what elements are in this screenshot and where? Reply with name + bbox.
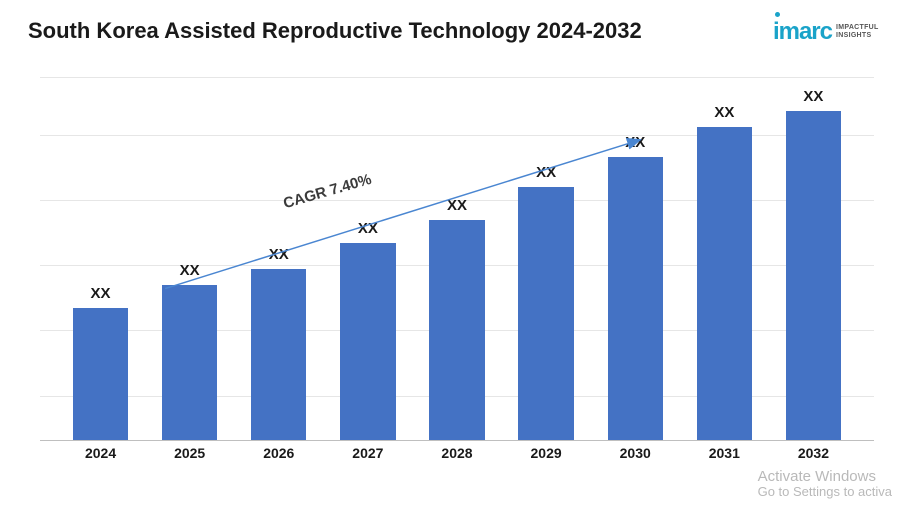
bar	[786, 111, 841, 440]
bar	[697, 127, 752, 440]
bar	[429, 220, 484, 440]
logo-text: imarc	[773, 18, 832, 45]
bar	[162, 285, 217, 440]
logo-tagline: IMPACTFUL INSIGHTS	[836, 24, 880, 40]
bar-col: XX	[680, 78, 769, 440]
x-tick-label: 2025	[145, 441, 234, 465]
bar	[340, 243, 395, 440]
bar-chart: XXXXXXXXXXXXXXXXXX CAGR 7.40% 2024202520…	[40, 78, 874, 465]
os-watermark: Activate Windows Go to Settings to activ…	[758, 469, 892, 499]
x-tick-label: 2032	[769, 441, 858, 465]
bar	[73, 308, 128, 440]
bar	[518, 187, 573, 440]
x-tick-label: 2031	[680, 441, 769, 465]
bar	[608, 157, 663, 440]
bar-col: XX	[234, 78, 323, 440]
bar-value-label: XX	[447, 197, 467, 214]
x-tick-label: 2028	[412, 441, 501, 465]
bar-value-label: XX	[269, 246, 289, 263]
bar-col: XX	[591, 78, 680, 440]
bar-col: XX	[769, 78, 858, 440]
x-tick-label: 2027	[323, 441, 412, 465]
bar-value-label: XX	[714, 104, 734, 121]
bar-col: XX	[502, 78, 591, 440]
bar-value-label: XX	[91, 285, 111, 302]
bar-col: XX	[56, 78, 145, 440]
bar	[251, 269, 306, 440]
x-tick-label: 2026	[234, 441, 323, 465]
watermark-line1: Activate Windows	[758, 469, 892, 484]
watermark-line2: Go to Settings to activa	[758, 484, 892, 499]
x-axis: 202420252026202720282029203020312032	[56, 441, 858, 465]
bar-value-label: XX	[803, 88, 823, 105]
logo-dot-icon	[775, 12, 780, 17]
x-tick-label: 2024	[56, 441, 145, 465]
bars-container: XX XX XX XX XX XX XX XX XX	[56, 78, 858, 440]
logo-wordmark: imarc	[773, 18, 832, 46]
brand-logo: imarc IMPACTFUL INSIGHTS	[773, 18, 880, 46]
chart-title: South Korea Assisted Reproductive Techno…	[28, 18, 642, 44]
bar-value-label: XX	[358, 220, 378, 237]
bar-col: XX	[412, 78, 501, 440]
bar-value-label: XX	[625, 134, 645, 151]
x-tick-label: 2029	[502, 441, 591, 465]
bar-col: XX	[145, 78, 234, 440]
bar-value-label: XX	[536, 164, 556, 181]
bar-col: XX	[323, 78, 412, 440]
plot-area: XXXXXXXXXXXXXXXXXX CAGR 7.40%	[40, 78, 874, 441]
x-tick-label: 2030	[591, 441, 680, 465]
bar-value-label: XX	[180, 262, 200, 279]
